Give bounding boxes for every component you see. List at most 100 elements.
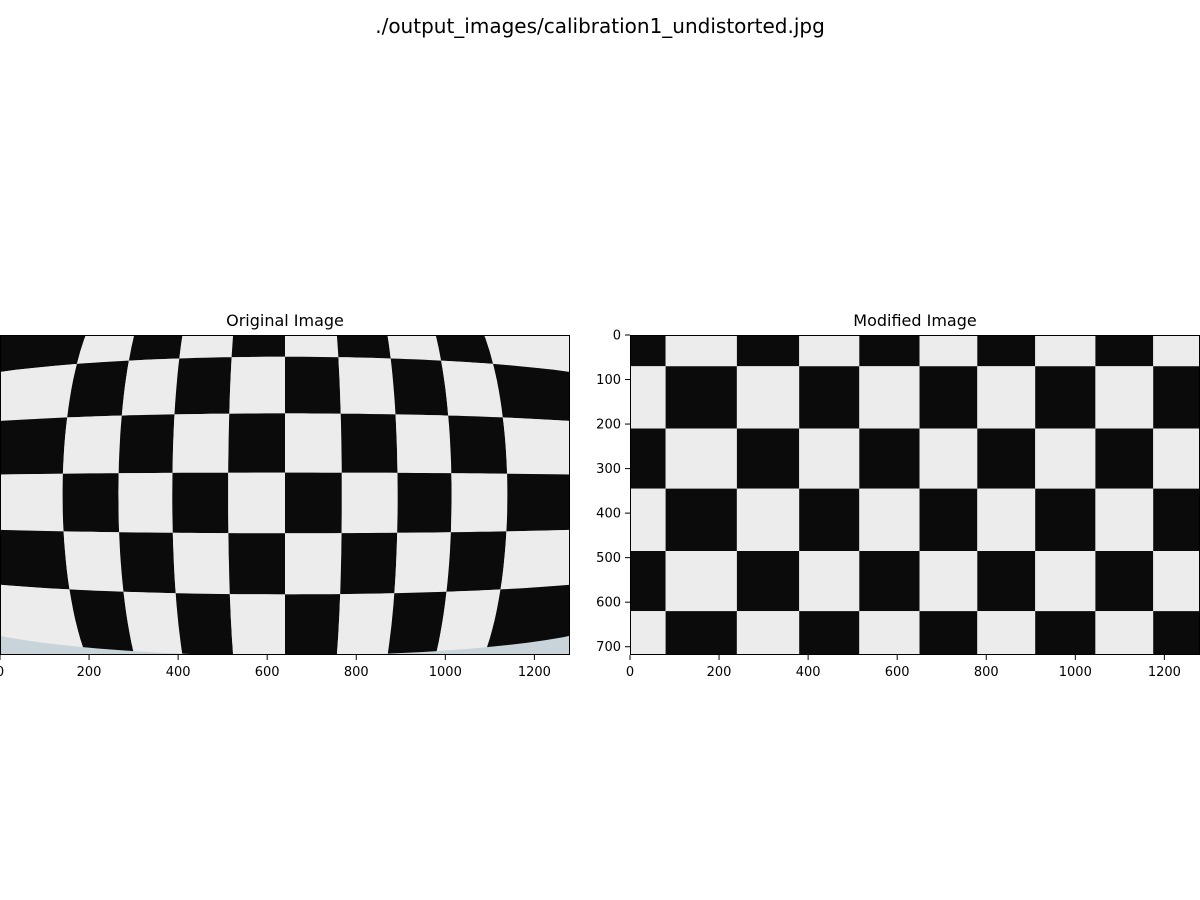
checker-square <box>799 611 860 655</box>
checker-square <box>630 428 666 489</box>
checker-square <box>174 357 232 415</box>
checker-square <box>76 335 135 364</box>
checker-square <box>1035 488 1096 551</box>
checker-square <box>977 488 1036 551</box>
y-tick-label: 0 <box>613 329 621 344</box>
checker-square <box>179 335 234 359</box>
checker-square <box>0 473 64 532</box>
original-image-panel: 0 200 400 600 800 1000 1200 <box>0 335 570 680</box>
checker-square <box>285 533 342 595</box>
original-image-checkerboard <box>0 335 570 655</box>
checker-square <box>450 473 508 533</box>
checker-square <box>493 363 570 421</box>
checker-square <box>502 417 570 475</box>
checker-square <box>665 551 737 612</box>
checker-square <box>1095 366 1154 429</box>
checker-square <box>341 472 398 534</box>
original-x-axis: 0 200 400 600 800 1000 1200 <box>0 655 551 680</box>
checker-square <box>736 551 800 612</box>
checker-square <box>977 335 1036 367</box>
checker-square <box>340 532 398 595</box>
x-tick-label: 0 <box>0 665 4 680</box>
checker-square <box>665 488 737 551</box>
checker-square <box>118 414 175 474</box>
checker-square <box>387 335 442 361</box>
x-tick-label: 1000 <box>1059 665 1092 680</box>
checker-square <box>736 428 800 489</box>
checker-square <box>736 335 800 367</box>
checker-square <box>977 428 1036 489</box>
checker-square <box>799 335 860 367</box>
checker-square <box>285 413 342 473</box>
checker-square <box>118 472 173 533</box>
original-image-frame <box>0 335 570 655</box>
checker-square <box>630 611 666 655</box>
checker-square <box>172 472 229 534</box>
checker-square <box>919 611 978 655</box>
checker-square <box>446 531 507 592</box>
checker-square <box>228 413 285 473</box>
x-tick-label: 600 <box>255 665 280 680</box>
checker-square <box>67 360 129 418</box>
checker-square <box>1035 611 1096 655</box>
checker-square <box>1035 335 1096 367</box>
checker-square <box>630 488 666 551</box>
checker-square <box>229 356 285 414</box>
x-tick-label: 800 <box>344 665 369 680</box>
x-tick-label: 400 <box>166 665 191 680</box>
checker-square <box>0 335 86 372</box>
x-tick-label: 800 <box>974 665 999 680</box>
modified-x-axis: 0 200 400 600 800 1000 1200 <box>626 655 1181 680</box>
checker-square <box>1153 428 1200 489</box>
checker-square <box>1035 551 1096 612</box>
checker-square <box>172 532 230 595</box>
checker-square <box>62 415 122 474</box>
checker-square <box>436 589 501 652</box>
checker-square <box>630 335 666 367</box>
checker-square <box>919 428 978 489</box>
y-tick-label: 400 <box>596 507 621 522</box>
x-tick-label: 400 <box>796 665 821 680</box>
checker-square <box>1035 428 1096 489</box>
checker-square <box>799 428 860 489</box>
checker-square <box>397 472 452 533</box>
x-tick-label: 1000 <box>429 665 462 680</box>
checker-square <box>919 551 978 612</box>
checker-square <box>859 488 920 551</box>
checker-square <box>665 611 737 655</box>
checker-square <box>1095 428 1154 489</box>
checker-square <box>119 532 176 594</box>
checker-square <box>506 473 570 532</box>
x-tick-label: 0 <box>626 665 634 680</box>
checker-square <box>665 428 737 489</box>
checker-square <box>285 335 339 358</box>
checker-square <box>977 366 1036 429</box>
checker-square <box>665 366 737 429</box>
x-tick-label: 1200 <box>1148 665 1181 680</box>
checker-square <box>736 366 800 429</box>
checker-square <box>0 584 83 648</box>
checker-square <box>1153 366 1200 429</box>
checker-square <box>859 428 920 489</box>
checker-square <box>285 594 341 655</box>
y-tick-label: 600 <box>596 596 621 611</box>
x-tick-label: 200 <box>707 665 732 680</box>
checker-square <box>336 335 391 359</box>
checker-square <box>736 611 800 655</box>
y-tick-label: 200 <box>596 418 621 433</box>
checker-square <box>736 488 800 551</box>
checker-square <box>1153 335 1200 367</box>
checker-square <box>441 360 503 418</box>
checker-square <box>0 417 68 475</box>
modified-image-title: Modified Image <box>853 311 977 330</box>
checker-square <box>859 611 920 655</box>
modified-y-axis: 0 100 200 300 400 500 600 700 <box>596 329 630 655</box>
checker-square <box>175 593 234 655</box>
checker-square <box>390 358 449 416</box>
checker-square <box>387 591 447 654</box>
checker-square <box>665 335 737 367</box>
checker-square <box>172 413 230 473</box>
checker-square <box>340 413 398 473</box>
original-image-title: Original Image <box>226 311 344 330</box>
